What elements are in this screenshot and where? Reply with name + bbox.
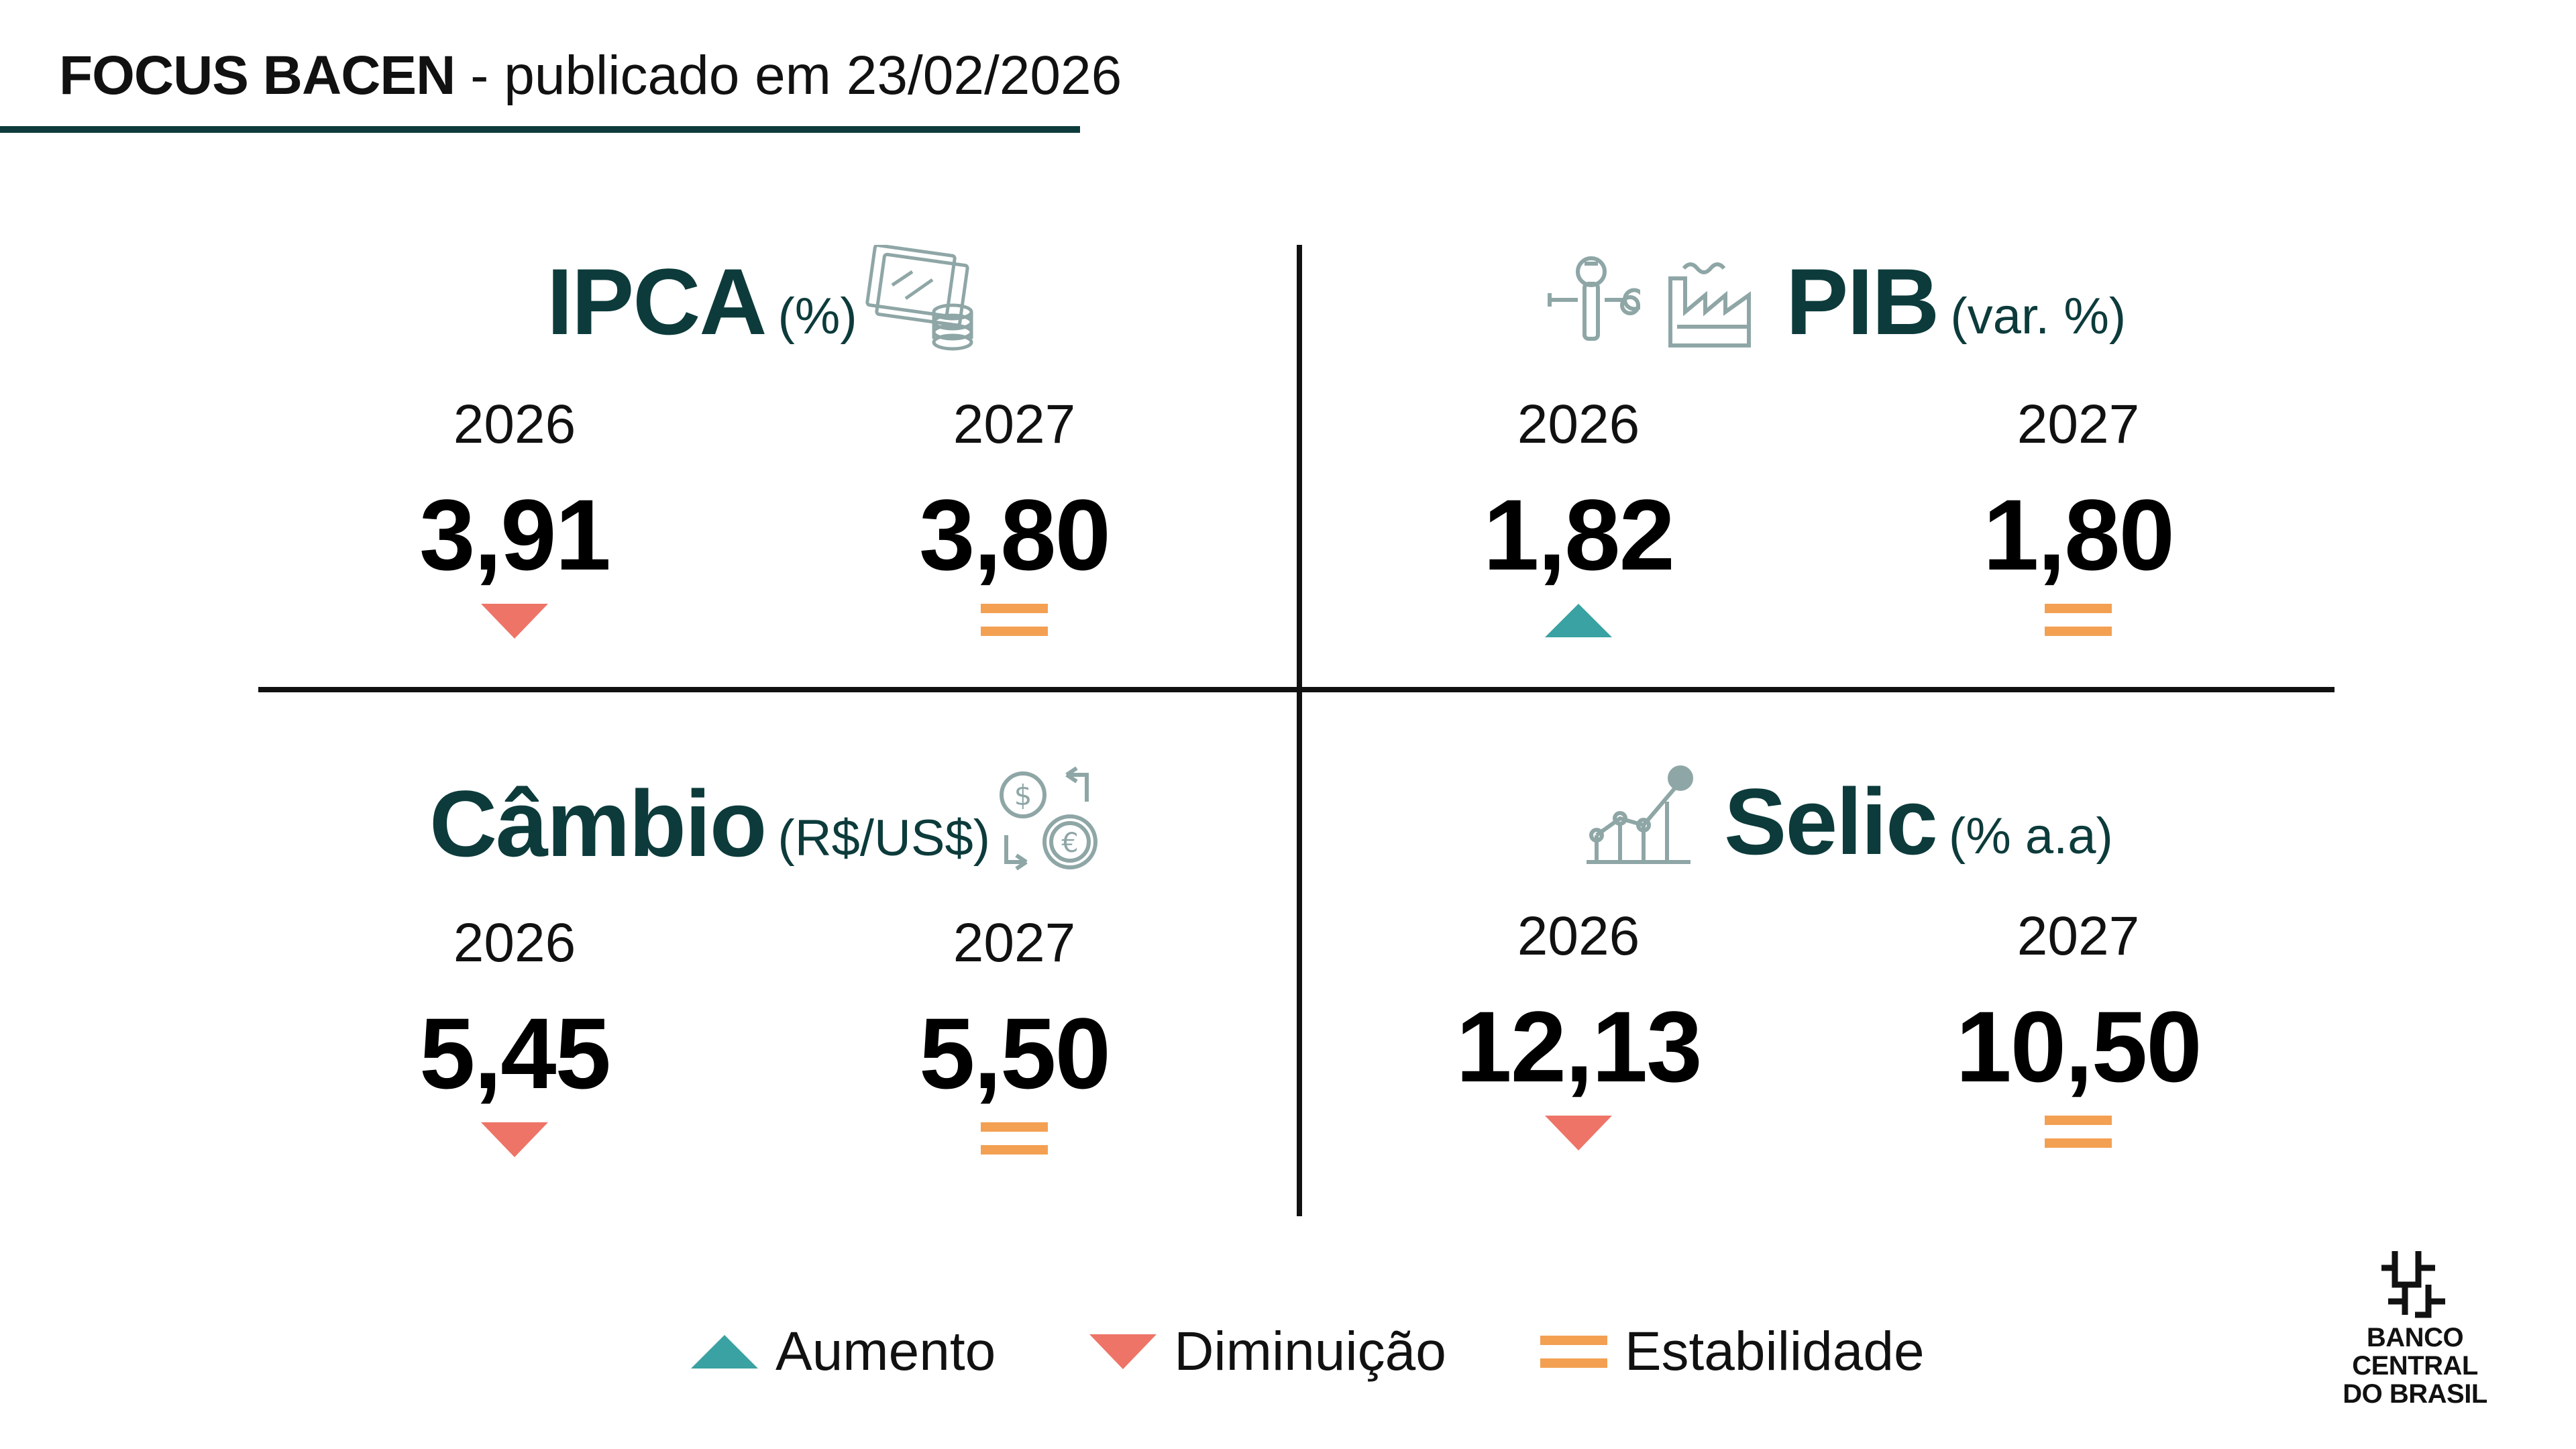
publication-date: - publicado em 23/02/2026 <box>455 45 1122 106</box>
vertical-divider <box>1297 245 1302 1216</box>
report-name: FOCUS BACEN <box>59 45 455 106</box>
year-label: 2027 <box>2017 906 2140 967</box>
wrench-screwdriver-icon <box>1543 252 1640 349</box>
forecast-value: 1,82 <box>1483 478 1675 591</box>
cambio-2027: 2027 5,50 <box>813 916 1216 1167</box>
year-label: 2027 <box>953 912 1076 973</box>
svg-text:$: $ <box>1014 779 1032 812</box>
pib-label: PIB <box>1786 249 1939 354</box>
trend-increase-icon <box>1542 604 1615 648</box>
currency-exchange-icon: $ € <box>993 765 1104 872</box>
page-title: FOCUS BACEN - publicado em 23/02/2026 <box>59 48 1122 103</box>
year-label: 2026 <box>1517 394 1640 455</box>
forecast-value: 12,13 <box>1456 990 1702 1103</box>
trend-stable-icon <box>977 604 1051 648</box>
forecast-value: 3,91 <box>419 478 611 591</box>
forecast-value: 5,50 <box>919 997 1111 1110</box>
legend-increase: Aumento <box>691 1320 996 1383</box>
money-coins-icon <box>865 245 989 352</box>
svg-text:€: € <box>1061 828 1078 859</box>
factory-icon <box>1664 252 1758 349</box>
trend-decrease-icon <box>478 1122 551 1167</box>
equal-sign-icon <box>1540 1336 1607 1368</box>
cambio-2026: 2026 5,45 <box>313 916 716 1167</box>
increase-triangle-icon <box>691 1335 758 1368</box>
cambio-title: Câmbio (R$/US$) <box>429 777 990 871</box>
selic-unit: (% a.a) <box>1948 808 2113 865</box>
legend-stable: Estabilidade <box>1540 1320 1925 1383</box>
forecast-value: 3,80 <box>919 478 1111 591</box>
pib-title: PIB (var. %) <box>1786 255 2126 349</box>
growth-chart-icon <box>1580 761 1694 865</box>
legend-label: Estabilidade <box>1624 1321 1925 1382</box>
banco-central-logo: BANCO CENTRAL DO BRASIL <box>2301 1244 2529 1408</box>
pib-2027: 2027 1,80 <box>1877 397 2279 648</box>
horizontal-divider <box>258 687 2334 692</box>
bcb-name-line2: DO BRASIL <box>2343 1379 2487 1409</box>
forecast-value: 5,45 <box>419 997 611 1110</box>
legend-label: Aumento <box>775 1321 996 1382</box>
selic-2026: 2026 12,13 <box>1377 909 1780 1160</box>
ipca-2026: 2026 3,91 <box>313 397 716 648</box>
trend-stable-icon <box>2041 604 2115 648</box>
ipca-2027: 2027 3,80 <box>813 397 1216 648</box>
forecast-value: 10,50 <box>1955 990 2202 1103</box>
year-label: 2026 <box>453 394 576 455</box>
decrease-triangle-icon <box>1089 1334 1157 1369</box>
selic-title: Selic (% a.a) <box>1724 775 2113 869</box>
pib-unit: (var. %) <box>1950 288 2127 345</box>
cambio-unit: (R$/US$) <box>777 810 991 867</box>
header-underline <box>0 126 1080 133</box>
legend-label: Diminuição <box>1174 1321 1446 1382</box>
year-label: 2027 <box>953 394 1076 455</box>
bcb-emblem-icon <box>2375 1244 2455 1318</box>
trend-decrease-icon <box>1542 1116 1615 1160</box>
year-label: 2026 <box>1517 906 1640 967</box>
trend-decrease-icon <box>478 604 551 648</box>
forecast-value: 1,80 <box>1983 478 2175 591</box>
bcb-name-line1: BANCO CENTRAL <box>2352 1323 2478 1381</box>
cambio-label: Câmbio <box>429 771 767 876</box>
ipca-label: IPCA <box>547 249 767 354</box>
ipca-title: IPCA (%) <box>547 255 857 349</box>
legend: Aumento Diminuição Estabilidade <box>691 1320 2019 1383</box>
trend-stable-icon <box>977 1122 1051 1167</box>
selic-label: Selic <box>1724 769 1938 874</box>
year-label: 2026 <box>453 912 576 973</box>
year-label: 2027 <box>2017 394 2140 455</box>
ipca-unit: (%) <box>777 288 857 345</box>
pib-2026: 2026 1,82 <box>1377 397 1780 648</box>
legend-decrease: Diminuição <box>1089 1320 1446 1383</box>
trend-stable-icon <box>2041 1116 2115 1160</box>
selic-2027: 2027 10,50 <box>1877 909 2279 1160</box>
